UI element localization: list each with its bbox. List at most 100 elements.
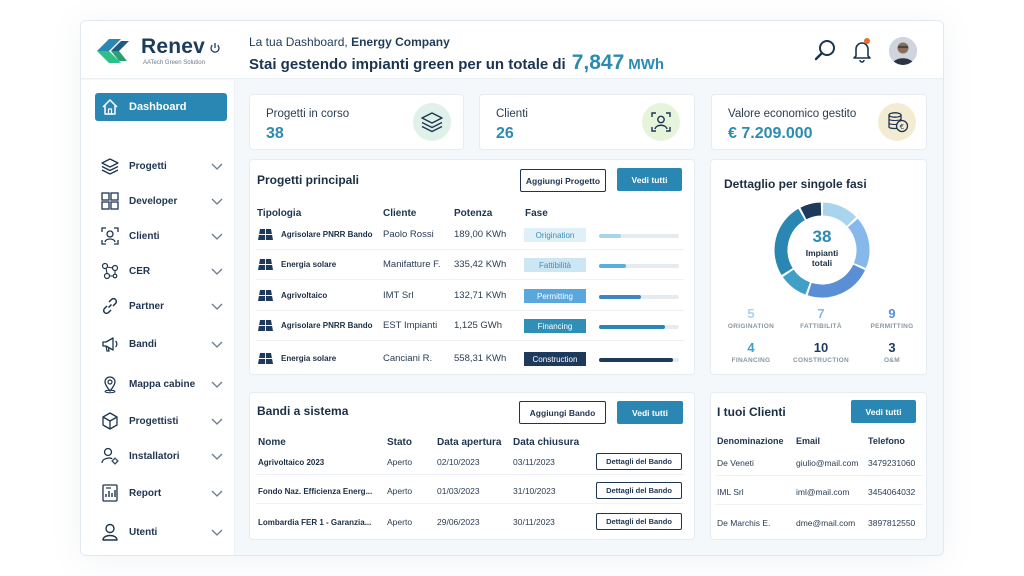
grid-icon [99,190,121,212]
sidebar-item-dashboard[interactable]: Dashboard [95,93,227,121]
solar-panel-icon [258,290,273,301]
stat-card-clients: Clienti 26 [479,94,695,150]
phase-badge: Construction [524,352,586,366]
greeting-prefix: La tua Dashboard, [249,35,348,49]
phase-stat-label: O&M [883,357,901,364]
client-phone: 3454064032 [868,487,916,497]
sidebar-item-progetti[interactable]: Progetti [95,152,227,180]
tenders-title: Bandi a sistema [257,404,349,418]
tenders-card: Bandi a sistema Aggiungi Bando Vedi tutt… [249,392,695,540]
report-icon [99,482,121,504]
sidebar-item-progettisti[interactable]: Progettisti [95,407,227,435]
column-header: Fase [525,208,548,219]
donut-slice-om[interactable] [800,202,822,220]
projects-title: Progetti principali [257,173,360,187]
phase-stat-label: CONSTRUCTION [793,357,849,364]
total-energy-unit: MWh [628,56,665,73]
brand-name: Renev [141,35,206,58]
add-project-button[interactable]: Aggiungi Progetto [520,169,606,192]
stat-value: € 7.209.000 [728,125,813,142]
row-divider [256,340,684,341]
column-header: Denominazione [717,436,784,446]
client-email[interactable]: giulio@mail.com [796,458,859,468]
user-frame-icon [642,103,680,141]
tender-details-button[interactable]: Dettagli del Bando [596,513,682,530]
client-name: IML Srl [717,487,744,497]
phases-title: Dettaglio per singole fasi [724,177,867,191]
clients-view-all-button[interactable]: Vedi tutti [851,400,916,423]
tender-status: Aperto [387,486,413,496]
brand-logo[interactable]: Renev AATech Green Solution [93,33,233,69]
phase-stat-label: FATTIBILITÀ [800,323,842,330]
phase-stat-value: 9 [888,306,896,321]
total-plants-label: Impianti totali [805,248,839,268]
column-header: Nome [258,437,286,448]
phase-stat-value: 7 [817,306,825,321]
client-email[interactable]: dme@mail.com [796,518,856,528]
sidebar-item-label: Clienti [129,230,160,242]
projects-view-all-button[interactable]: Vedi tutti [617,168,682,191]
user-frame-icon [99,225,121,247]
headline: Stai gestendo impianti green per un tota… [249,51,664,75]
user-avatar[interactable] [889,37,917,65]
column-header: Potenza [454,208,493,219]
tender-open-date: 02/10/2023 [437,457,480,467]
tenders-view-all-button[interactable]: Vedi tutti [617,401,683,424]
sidebar-item-label: CER [129,265,151,277]
row-divider [256,279,684,280]
column-header: Telefono [868,436,905,446]
chevron-down-icon [211,268,223,275]
column-header: Email [796,436,821,446]
sidebar-item-utenti[interactable]: Utenti [95,518,227,546]
notifications-button[interactable] [849,37,875,63]
search-icon[interactable] [813,37,839,63]
clients-title: I tuoi Clienti [717,405,786,419]
user-gear-icon [99,445,121,467]
phase-progress-fill [599,295,641,299]
column-header: Data chiusura [513,437,580,448]
project-type: Agrisolare PNRR Bando [281,230,373,239]
chevron-down-icon [211,341,223,348]
donut-slice-origination[interactable] [822,202,857,227]
donut-slice-fattibilit[interactable] [847,218,870,268]
chevron-down-icon [211,529,223,536]
sidebar-item-label: Installatori [129,450,180,462]
app-window: Renev AATech Green Solution La tua Dashb… [80,20,944,556]
tender-details-button[interactable]: Dettagli del Bando [596,453,682,470]
solar-panel-icon [258,353,273,364]
sidebar-item-label: Dashboard [129,101,187,113]
link-icon [99,295,121,317]
row-divider [256,474,684,475]
column-header: Data apertura [437,437,502,448]
phase-badge: Fattibilità [524,258,586,272]
donut-slice-construction[interactable] [774,208,806,275]
sidebar-item-partner[interactable]: Partner [95,292,227,320]
sidebar-item-cer[interactable]: CER [95,257,227,285]
chevron-down-icon [211,163,223,170]
sidebar-item-report[interactable]: Report [95,479,227,507]
project-type: Agrivoltaico [281,291,328,300]
box-icon [99,410,121,432]
sidebar-item-bandi[interactable]: Bandi [95,330,227,358]
phase-stat-label: PERMITTING [870,323,914,330]
sidebar-item-installatori[interactable]: Installatori [95,442,227,470]
avatar-photo [889,37,917,65]
donut-slice-financing[interactable] [782,269,811,295]
add-tender-button[interactable]: Aggiungi Bando [519,401,606,424]
headline-text: Stai gestendo impianti green per un tota… [249,56,566,73]
client-email[interactable]: iml@mail.com [796,487,850,497]
sidebar-item-clienti[interactable]: Clienti [95,222,227,250]
sidebar-item-mappa-cabine[interactable]: Mappa cabine [95,370,227,398]
chevron-down-icon [211,381,223,388]
solar-panel-icon [258,320,273,331]
phase-progress-bar [599,234,679,238]
tender-details-button[interactable]: Dettagli del Bando [596,482,682,499]
notification-badge [864,38,870,44]
donut-slice-permitting[interactable] [807,264,866,298]
phase-progress-fill [599,358,674,362]
sidebar-item-label: Progetti [129,160,167,172]
phase-stat-value: 3 [888,340,896,355]
project-power: 558,31 KWh [454,353,507,364]
sidebar-item-developer[interactable]: Developer [95,187,227,215]
project-power: 189,00 KWh [454,229,507,240]
